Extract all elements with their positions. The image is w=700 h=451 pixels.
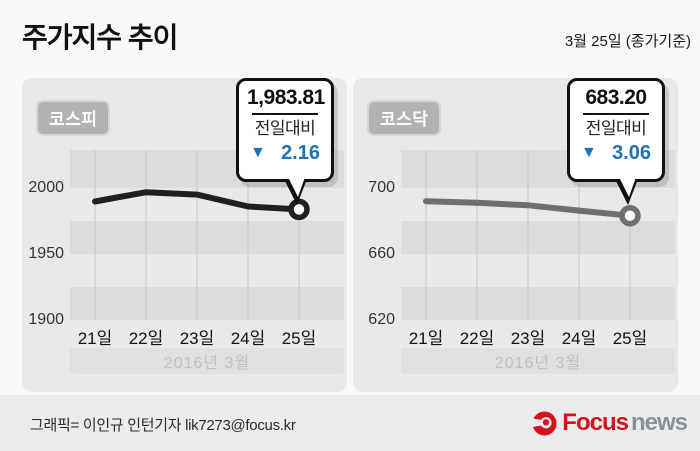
x-axis-label: 21일 bbox=[408, 329, 444, 348]
callout-divider bbox=[251, 113, 319, 115]
kospi-change-row: ▼ 2.16 bbox=[247, 141, 323, 165]
x-axis-label: 23일 bbox=[179, 329, 215, 348]
kosdaq-change-label: 전일대비 bbox=[585, 119, 647, 138]
x-axis-label: 24일 bbox=[561, 329, 597, 348]
kospi-change-value: 2.16 bbox=[281, 142, 320, 164]
코스닥-line-chart bbox=[423, 150, 641, 320]
plot-band bbox=[70, 221, 344, 254]
logo-text-focus: Focus bbox=[562, 409, 629, 436]
y-axis-label: 700 bbox=[368, 178, 395, 196]
plot-band bbox=[70, 287, 344, 320]
down-arrow-icon: ▼ bbox=[250, 144, 266, 161]
kospi-callout: 1,983.81 전일대비 ▼ 2.16 bbox=[236, 78, 334, 182]
kosdaq-badge: 코스닥 bbox=[367, 100, 442, 136]
y-axis-label: 620 bbox=[368, 311, 395, 328]
kospi-month-strip: 2016년 3월 bbox=[70, 348, 344, 374]
x-axis-label: 22일 bbox=[128, 329, 164, 348]
kosdaq-panel: 코스닥 2016년 3월 683.20 전일대비 ▼ 3.06 700 660 62… bbox=[353, 78, 678, 392]
kosdaq-close-value: 683.20 bbox=[585, 86, 647, 109]
logo-text-news: news bbox=[630, 409, 688, 436]
x-axis-label: 24일 bbox=[230, 329, 266, 348]
page-title: 주가지수 추이 bbox=[22, 22, 178, 53]
y-axis-label: 660 bbox=[368, 244, 395, 262]
focusnews-logo: Focus news bbox=[531, 409, 688, 437]
x-axis-label: 25일 bbox=[612, 329, 648, 348]
kospi-change-label: 전일대비 bbox=[254, 119, 316, 138]
plot-band bbox=[401, 220, 675, 254]
kospi-badge: 코스피 bbox=[36, 100, 111, 136]
x-axis-label: 23일 bbox=[510, 329, 546, 348]
x-axis-label: 22일 bbox=[459, 329, 495, 348]
callout-divider bbox=[582, 113, 650, 115]
kospi-close-value: 1,983.81 bbox=[247, 86, 325, 109]
kosdaq-change-value: 3.06 bbox=[612, 142, 651, 164]
kosdaq-change-row: ▼ 3.06 bbox=[578, 141, 654, 165]
footer: 그래픽= 이인규 인턴기자 lik7273@focus.kr Focus new… bbox=[0, 395, 700, 451]
y-axis-label: 1950 bbox=[28, 245, 64, 262]
x-axis-label: 25일 bbox=[281, 329, 317, 348]
kosdaq-month-strip: 2016년 3월 bbox=[401, 348, 675, 374]
kospi-panel: 코스피 2016년 3월 1,983.81 전일대비 ▼ 2.16 2000 19… bbox=[22, 78, 347, 392]
credit-line: 그래픽= 이인규 인턴기자 lik7273@focus.kr bbox=[30, 417, 296, 434]
y-axis-label: 2000 bbox=[28, 179, 64, 196]
date-note: 3월 25일 (종가기준) bbox=[564, 33, 691, 50]
kosdaq-callout: 683.20 전일대비 ▼ 3.06 bbox=[567, 78, 665, 182]
plot-band bbox=[401, 286, 675, 320]
last-point-marker bbox=[619, 204, 641, 227]
down-arrow-icon: ▼ bbox=[581, 144, 597, 161]
focusnews-logo-icon bbox=[531, 411, 557, 435]
y-axis-label: 1900 bbox=[28, 311, 64, 328]
x-axis-label: 21일 bbox=[77, 329, 113, 348]
